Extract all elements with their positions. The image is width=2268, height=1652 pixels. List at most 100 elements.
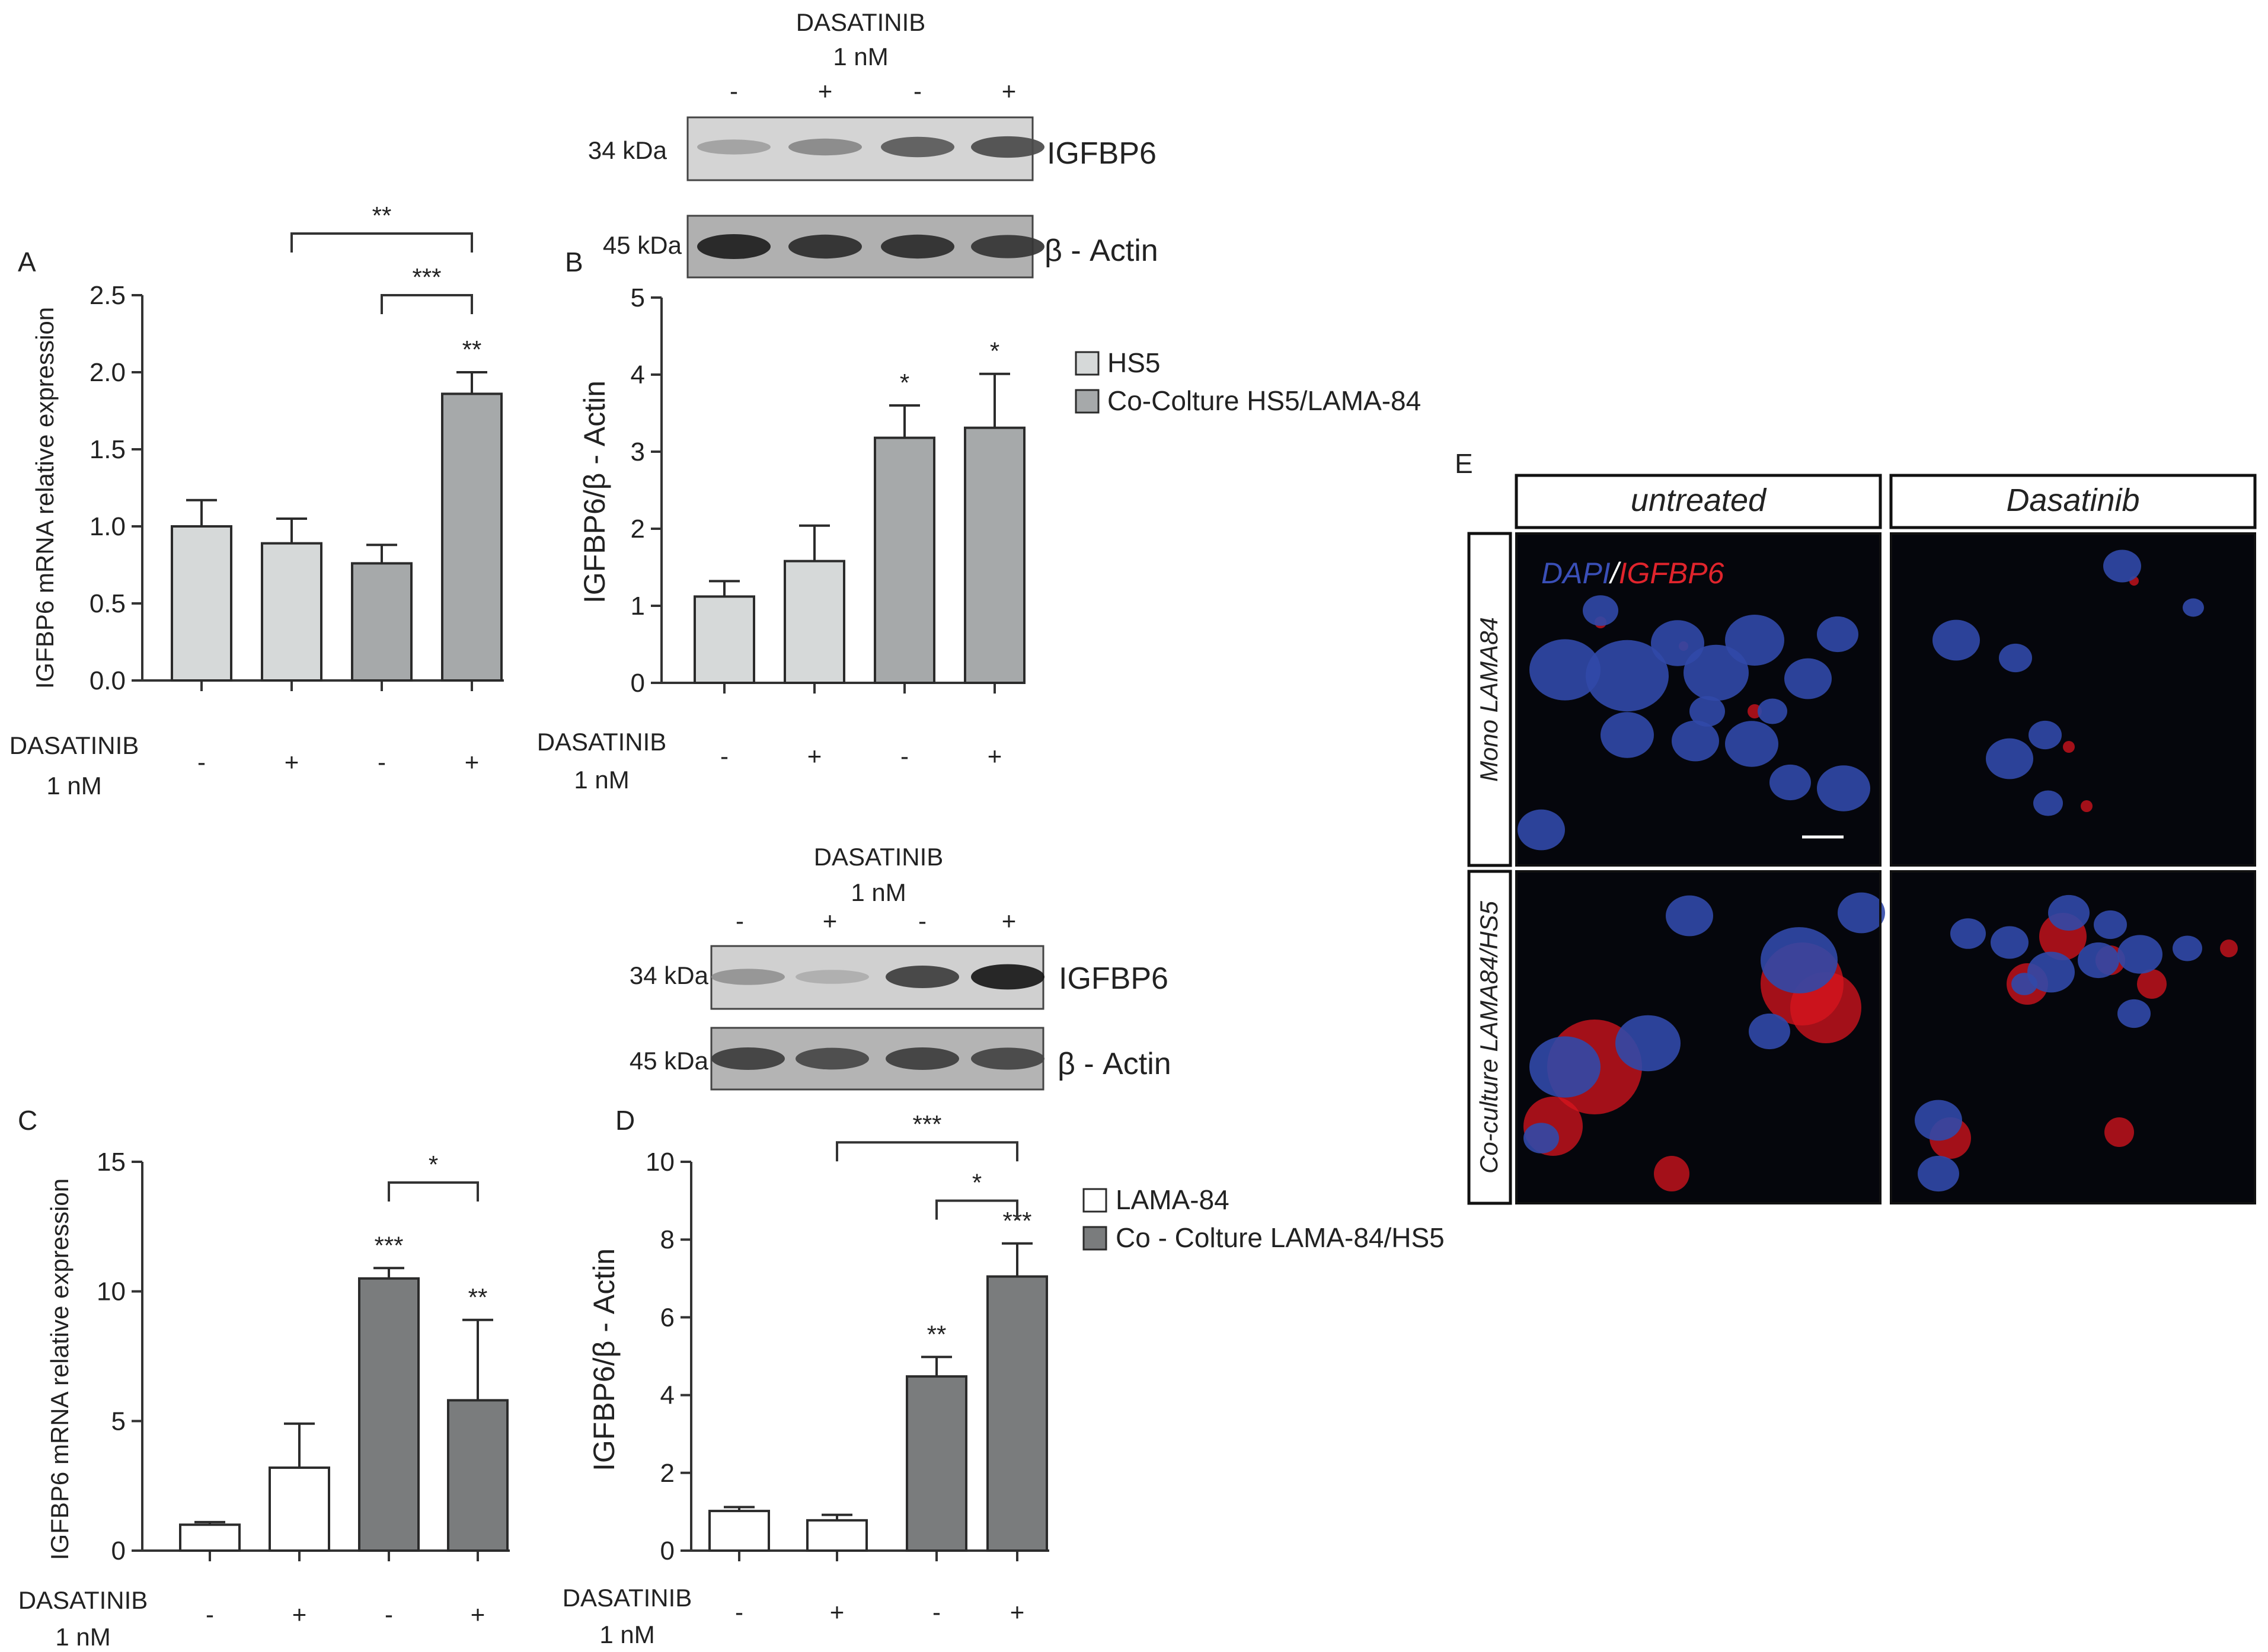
legend-top: HS5 Co-Colture HS5/LAMA-84 xyxy=(1075,347,1421,416)
panel-a-bar xyxy=(441,392,503,682)
dapi-nucleus xyxy=(2117,935,2162,974)
legend-bottom: LAMA-84 Co - Colture LAMA-84/HS5 xyxy=(1082,1184,1445,1253)
panel-d-y-tick-label: 6 xyxy=(660,1303,675,1332)
legend-top-swatch-coculture xyxy=(1075,389,1100,414)
panel-a-y-tick-label: 2.5 xyxy=(90,281,126,310)
panel-c-comparison-bracket xyxy=(388,1181,479,1202)
dapi-nucleus xyxy=(1586,640,1669,712)
legend-top-label-coculture: Co-Colture HS5/LAMA-84 xyxy=(1107,385,1421,416)
micrograph-tile-border xyxy=(1890,532,2256,867)
panel-a-dose-label: 1 nM xyxy=(46,772,101,800)
panel-c-chart: C IGFBP6 mRNA relative expression DASATI… xyxy=(18,1105,510,1651)
dapi-nucleus xyxy=(1769,764,1811,801)
dapi-nucleus xyxy=(1529,639,1601,701)
panel-e-column-header-dasatinib: Dasatinib xyxy=(2006,483,2139,518)
blot-top-sign-3: - xyxy=(913,77,922,105)
panel-e-letter: E xyxy=(1455,448,1473,479)
panel-a-significance-label: ** xyxy=(462,335,482,363)
panel-e-stain-dapi: DAPI xyxy=(1541,557,1611,590)
blot-top-band xyxy=(881,136,954,158)
panel-e-microscopy: E untreated Dasatinib Mono LAMA84 Co-cul… xyxy=(1455,448,2257,1205)
dapi-nucleus xyxy=(1523,1123,1559,1153)
blot-top-band xyxy=(971,235,1044,258)
panel-c-x-tick-label: - xyxy=(385,1600,393,1628)
legend-top-label-hs5: HS5 xyxy=(1107,347,1160,378)
igfbp6-stain-blob xyxy=(2137,969,2167,999)
panel-d-bar xyxy=(906,1375,967,1552)
micrograph-tile-border xyxy=(1515,532,1882,867)
panel-c-letter: C xyxy=(18,1105,37,1136)
panel-d-comparison-bracket xyxy=(836,1141,1018,1162)
panel-a-x-tick-label: + xyxy=(465,748,480,776)
panel-d-y-tick-label: 0 xyxy=(660,1536,675,1565)
panel-c-y-tick-label: 15 xyxy=(97,1148,126,1177)
panel-d-significance-label: ** xyxy=(927,1320,947,1348)
panel-c-bar xyxy=(358,1277,420,1552)
panel-e-row-header-mono: Mono LAMA84 xyxy=(1475,617,1503,782)
blot-top-band xyxy=(697,139,771,155)
panel-d-x-tick-label: - xyxy=(932,1598,941,1626)
dapi-nucleus xyxy=(1950,918,1986,949)
panel-e-column-header-dasatinib-box xyxy=(1889,474,2257,529)
panel-b-significance-label: * xyxy=(900,369,909,397)
panel-c-significance-label: *** xyxy=(374,1231,403,1259)
micrograph-tile-border xyxy=(1890,870,2256,1204)
blot-top-protein-actin: β - Actin xyxy=(1044,234,1158,268)
blot-bottom-band xyxy=(711,1047,785,1070)
dapi-nucleus xyxy=(1651,620,1704,666)
dapi-nucleus xyxy=(1932,619,1980,661)
blot-top-protein-igfbp6: IGFBP6 xyxy=(1047,136,1157,171)
dapi-nucleus xyxy=(1615,1015,1681,1072)
panel-e-image-grid xyxy=(1515,532,2256,1204)
panel-a-bar xyxy=(261,542,322,682)
panel-a-drug-label: DASATINIB xyxy=(9,731,139,759)
dapi-nucleus xyxy=(1999,643,2032,673)
panel-a-y-tick-label: 0.5 xyxy=(90,589,126,618)
panel-b-letter: B xyxy=(565,247,583,277)
panel-c-y-axis-label: IGFBP6 mRNA relative expression xyxy=(46,1178,74,1560)
panel-a-bar xyxy=(171,525,232,682)
western-blot-bottom: DASATINIB 1 nM - + - + 34 kDa IGFBP6 45 … xyxy=(630,843,1171,1091)
panel-b-chart: B IGFBP6/β - Actin DASATINIB 1 nM 0 1 2 3 4 5… xyxy=(537,247,1026,794)
panel-d-letter: D xyxy=(615,1105,635,1136)
dapi-nucleus xyxy=(2183,598,2204,617)
panel-a-comparison-label: ** xyxy=(372,202,392,229)
dapi-nucleus xyxy=(1672,720,1719,762)
panel-e-row-header-coculture-box xyxy=(1467,870,1512,1205)
dapi-nucleus xyxy=(1758,698,1787,724)
igfbp6-stain-blob xyxy=(2081,800,2093,812)
dapi-nucleus xyxy=(2011,973,2037,995)
panel-c-significance-label: ** xyxy=(468,1283,488,1311)
panel-a-comparison-bracket xyxy=(381,294,473,314)
blot-bottom-band xyxy=(796,970,869,984)
micrograph-tile-border xyxy=(1515,870,1882,1204)
blot-bottom-drug-header: DASATINIB xyxy=(814,843,944,871)
panel-d-comparison-label: * xyxy=(972,1169,982,1197)
panel-a-comparison-label: *** xyxy=(412,263,441,291)
panel-e-stain-separator: / xyxy=(1609,557,1622,590)
panel-d-y-axis-label: IGFBP6/β - Actin xyxy=(587,1248,621,1471)
panel-a-x-tick-label: + xyxy=(285,748,299,776)
blot-top-band xyxy=(971,136,1044,158)
panel-b-x-tick-label: - xyxy=(900,742,909,770)
panel-e-row-header-coculture: Co-culture LAMA84/HS5 xyxy=(1475,900,1503,1174)
panel-e-stain-igfbp6: IGFBP6 xyxy=(1619,557,1724,590)
panel-c-y-tick-label: 10 xyxy=(97,1277,126,1306)
panel-b-bar xyxy=(964,426,1026,684)
panel-d-drug-label: DASATINIB xyxy=(563,1584,692,1612)
panel-c-drug-label: DASATINIB xyxy=(18,1586,148,1614)
blot-bottom-band xyxy=(711,969,785,985)
dapi-nucleus xyxy=(1601,712,1654,758)
micrograph-tile xyxy=(1891,533,2255,865)
panel-c-y-tick-label: 0 xyxy=(111,1536,126,1565)
blot-top-band xyxy=(697,234,771,260)
panel-b-bar xyxy=(694,595,755,685)
dapi-nucleus xyxy=(1761,927,1838,993)
panel-b-y-tick-label: 0 xyxy=(631,669,645,698)
dapi-nucleus xyxy=(1725,615,1784,666)
panel-c-comparison-label: * xyxy=(429,1151,438,1178)
panel-e-row-header-mono-box xyxy=(1467,532,1512,867)
dapi-nucleus xyxy=(1583,595,1618,626)
panel-c-bar xyxy=(269,1466,330,1552)
